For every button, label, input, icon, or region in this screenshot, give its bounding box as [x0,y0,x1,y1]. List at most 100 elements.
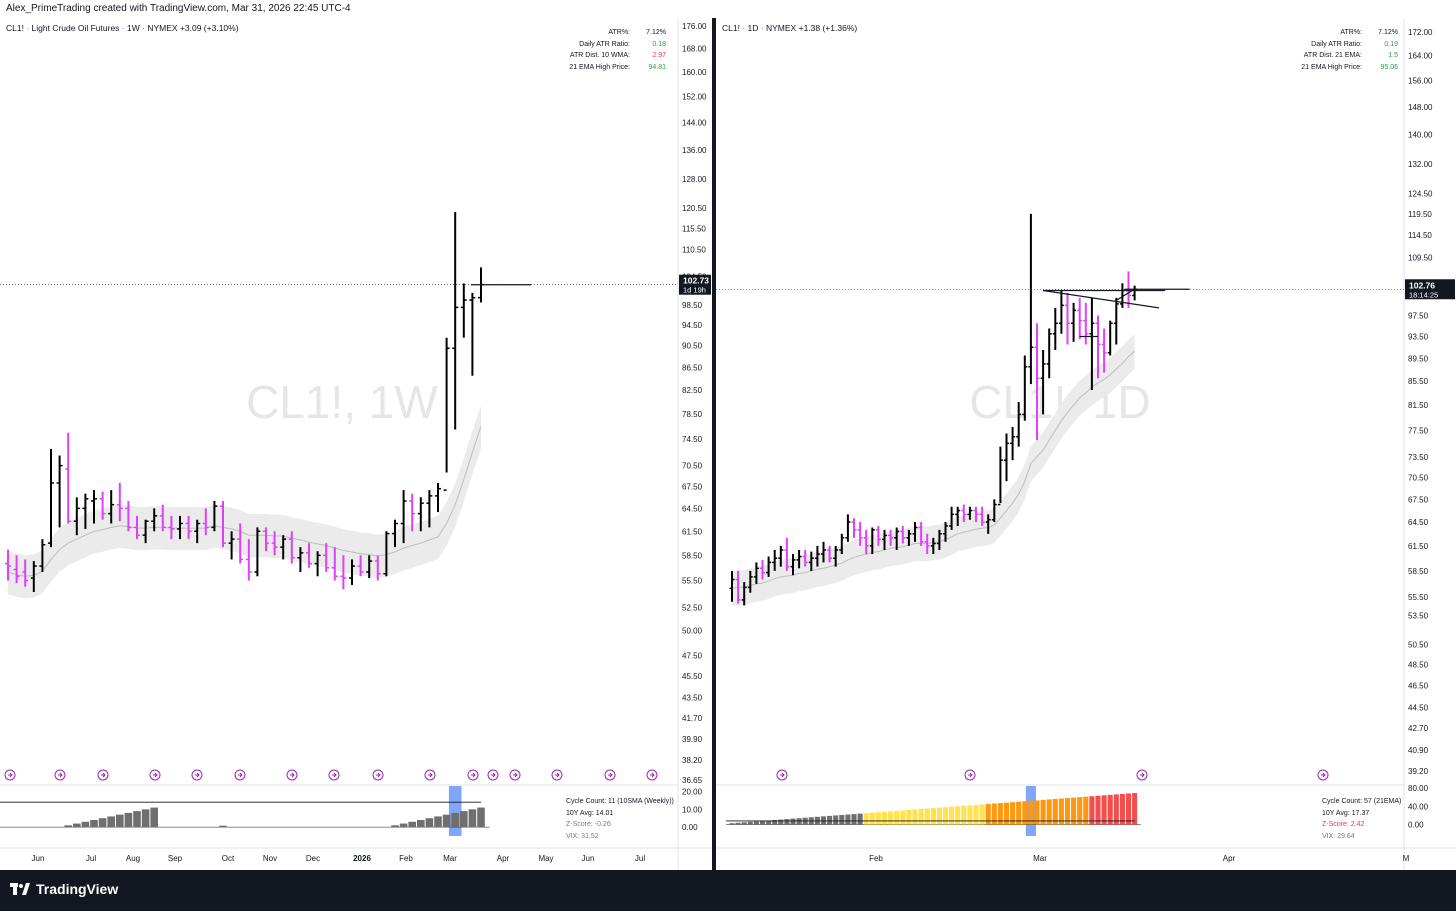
price-tick-label: 74.50 [682,435,703,444]
stat-value: 95.06 [1380,64,1398,72]
cycle-bar [1107,794,1113,825]
calendar-event-icon [471,772,476,778]
cycle-bar [425,818,434,828]
cycle-bar [881,811,888,825]
stat-label: ATR Dist. 10 WMA: [569,52,630,60]
calendar-event-icon [1140,772,1145,778]
calendar-event-icon [376,772,381,778]
cycle-info-row: Z-Score: 2.42 [1322,821,1365,828]
price-tick-label: 140.00 [1408,131,1433,140]
daily-chart-canvas[interactable]: CL1!, 1D172.00164.00156.00148.00140.0013… [716,18,1456,870]
time-tick-label: Jun [582,854,595,863]
cycle-bar [1058,798,1064,825]
cycle-bar [1028,800,1034,825]
cycle-bar [759,820,766,825]
time-tick-label: M [1403,854,1410,863]
calendar-event-icon [780,772,785,778]
cycle-bar [1089,796,1095,825]
bar-countdown: 1d 19h [683,286,706,295]
price-tick-label: 70.50 [1408,474,1429,483]
cycle-tick-label: 40.00 [1408,802,1429,811]
cycle-bar [979,804,985,825]
calendar-event-icon [153,772,158,778]
time-tick-label: Sep [168,854,183,863]
price-tick-label: 39.20 [1408,767,1429,776]
cycle-bar [399,823,408,828]
chart-header-weekly: CL1! · Light Crude Oil Futures · 1W · NY… [6,23,239,33]
cycle-bar [1052,798,1058,825]
time-tick-label: Jul [86,854,96,863]
price-tick-label: 114.50 [1408,231,1432,240]
cycle-bar [735,822,741,825]
cycle-bar [912,809,918,825]
price-tick-label: 128.00 [682,175,707,184]
cycle-bar [741,822,747,825]
price-tick-label: 43.50 [682,694,703,703]
cycle-bar [851,814,857,825]
time-tick-label: Nov [263,854,277,863]
price-tick-label: 55.50 [682,577,703,586]
stat-label: 21 EMA High Price: [1301,64,1362,72]
calendar-event-icon [650,772,655,778]
weekly-chart-canvas[interactable]: CL1!, 1W 176.00 168.00 160.00 152.00 144.00 13… [0,18,712,870]
cycle-bar [1071,797,1077,825]
brand-name: TradingView [36,881,119,897]
cycle-bar [863,813,869,825]
last-price-value: 102.76 [1409,280,1435,290]
cycle-bar [90,820,98,828]
credit-text: Alex_PrimeTrading created with TradingVi… [6,3,351,14]
price-tick-label: 64.50 [682,504,703,513]
cycle-tick-label: 20.00 [682,788,703,797]
price-tick-label: 52.50 [682,603,703,612]
cycle-bar [747,821,753,825]
price-tick-label: 132.00 [1408,160,1433,169]
interval: 1W [127,23,140,33]
ema-line [7,426,482,577]
cycle-bar [869,812,875,825]
cycle-tick-label: 0.00 [682,823,698,832]
symbol: CL1! [6,23,24,33]
stat-value: 2.97 [652,52,666,60]
calendar-event-icon [608,772,613,778]
calendar-event-icon [968,772,973,778]
cycle-info-table: Cycle Count: 57 (21EMA) 10Y Avg: 17.37 Z-S… [1322,796,1401,842]
stat-row: ATR Dist. 10 WMA: 2.97 [569,50,666,62]
price-tick-label: 78.50 [682,410,703,419]
chart-header-daily: CL1! · 1D · NYMEX +1.38 (+1.36%) [722,23,858,33]
tradingview-logo[interactable]: TradingView [10,881,118,897]
cycle-bar [116,814,124,828]
stat-label: Daily ATR Ratio: [1311,40,1362,48]
price-tick-label: 94.50 [682,321,703,330]
cycle-bar [141,809,150,828]
price-tick-label: 82.50 [682,386,703,395]
cycle-info-row: VIX: 29.64 [1322,832,1355,840]
price-tick-label: 70.50 [682,462,703,471]
chart-panel-daily[interactable]: CL1!, 1D 172.00 164.00 156.00 148.00 140.00 13… [716,18,1456,870]
cycle-bar [845,814,851,825]
time-tick-label: 2026 [353,854,371,863]
cycle-bar [1119,793,1125,825]
price-tick-label: 148.00 [1408,103,1433,112]
time-tick-label: Feb [869,854,883,863]
cycle-bar [1095,795,1101,825]
price-tick-label: 90.50 [682,342,703,351]
time-tick-label: Jun [32,854,45,863]
cycle-bar [857,813,863,825]
price-tick-label: 42.70 [1408,724,1429,733]
trendline [1043,289,1160,309]
cycle-bar [434,816,442,828]
cycle-bar [918,809,924,825]
stat-value: 94.81 [648,64,666,72]
cycle-bar [967,805,973,825]
cycle-info-row: Cycle Count: 57 (21EMA) [1322,798,1402,805]
cycle-bar [391,825,399,828]
price-tick-label: 61.50 [1408,542,1429,551]
cycle-bar [827,815,833,825]
calendar-event-icon [491,772,496,778]
cycle-bar [906,809,912,825]
cycle-bar [790,818,796,825]
price-tick-label: 89.50 [1408,354,1429,363]
price-tick-label: 58.50 [1408,567,1429,576]
chart-panel-weekly[interactable]: CL1!, 1W 176.00 168.00 160.00 152.00 144.00 13… [0,18,712,870]
cycle-bar [1083,796,1089,825]
